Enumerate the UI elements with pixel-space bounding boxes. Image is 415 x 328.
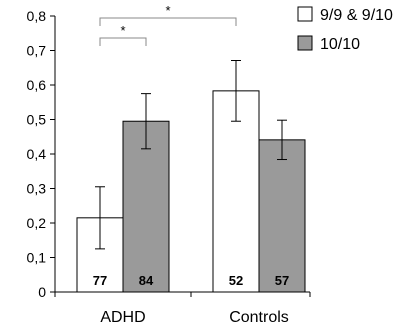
y-tick-label: 0,4	[27, 146, 47, 162]
sample-size-label: 52	[229, 273, 243, 288]
y-axis: 0 0,1 0,2 0,3 0,4 0,5 0,6 0,7 0,8	[27, 8, 56, 300]
significance-bracket	[99, 37, 147, 46]
significance-label: *	[165, 3, 170, 18]
legend-label: 10/10	[320, 36, 360, 53]
y-tick-label: 0,1	[27, 250, 47, 266]
y-tick-label: 0,7	[27, 43, 47, 59]
significance-bracket	[99, 17, 237, 26]
y-tick-label: 0,6	[27, 77, 47, 93]
legend-label: 9/9 & 9/10	[320, 7, 393, 24]
y-tick-label: 0,3	[27, 181, 47, 197]
y-tick-label: 0	[38, 284, 46, 300]
category-label: ADHD	[100, 309, 145, 326]
legend-swatch	[297, 6, 313, 22]
y-tick-label: 0,2	[27, 215, 47, 231]
category-label: Controls	[229, 309, 289, 326]
significance-brackets: **	[99, 3, 237, 46]
sample-size-label: 84	[139, 273, 154, 288]
bar	[122, 120, 170, 293]
x-axis: ADHD Controls	[54, 291, 311, 326]
bar	[258, 139, 306, 293]
legend-swatch	[297, 35, 313, 51]
significance-label: *	[120, 23, 125, 38]
y-tick-label: 0,8	[27, 8, 47, 24]
sample-size-label: 77	[93, 273, 107, 288]
bars: 77 84 52 57	[76, 60, 306, 293]
sample-size-label: 57	[275, 273, 289, 288]
y-tick-label: 0,5	[27, 112, 47, 128]
legend: 9/9 & 9/10 10/10	[297, 6, 393, 53]
